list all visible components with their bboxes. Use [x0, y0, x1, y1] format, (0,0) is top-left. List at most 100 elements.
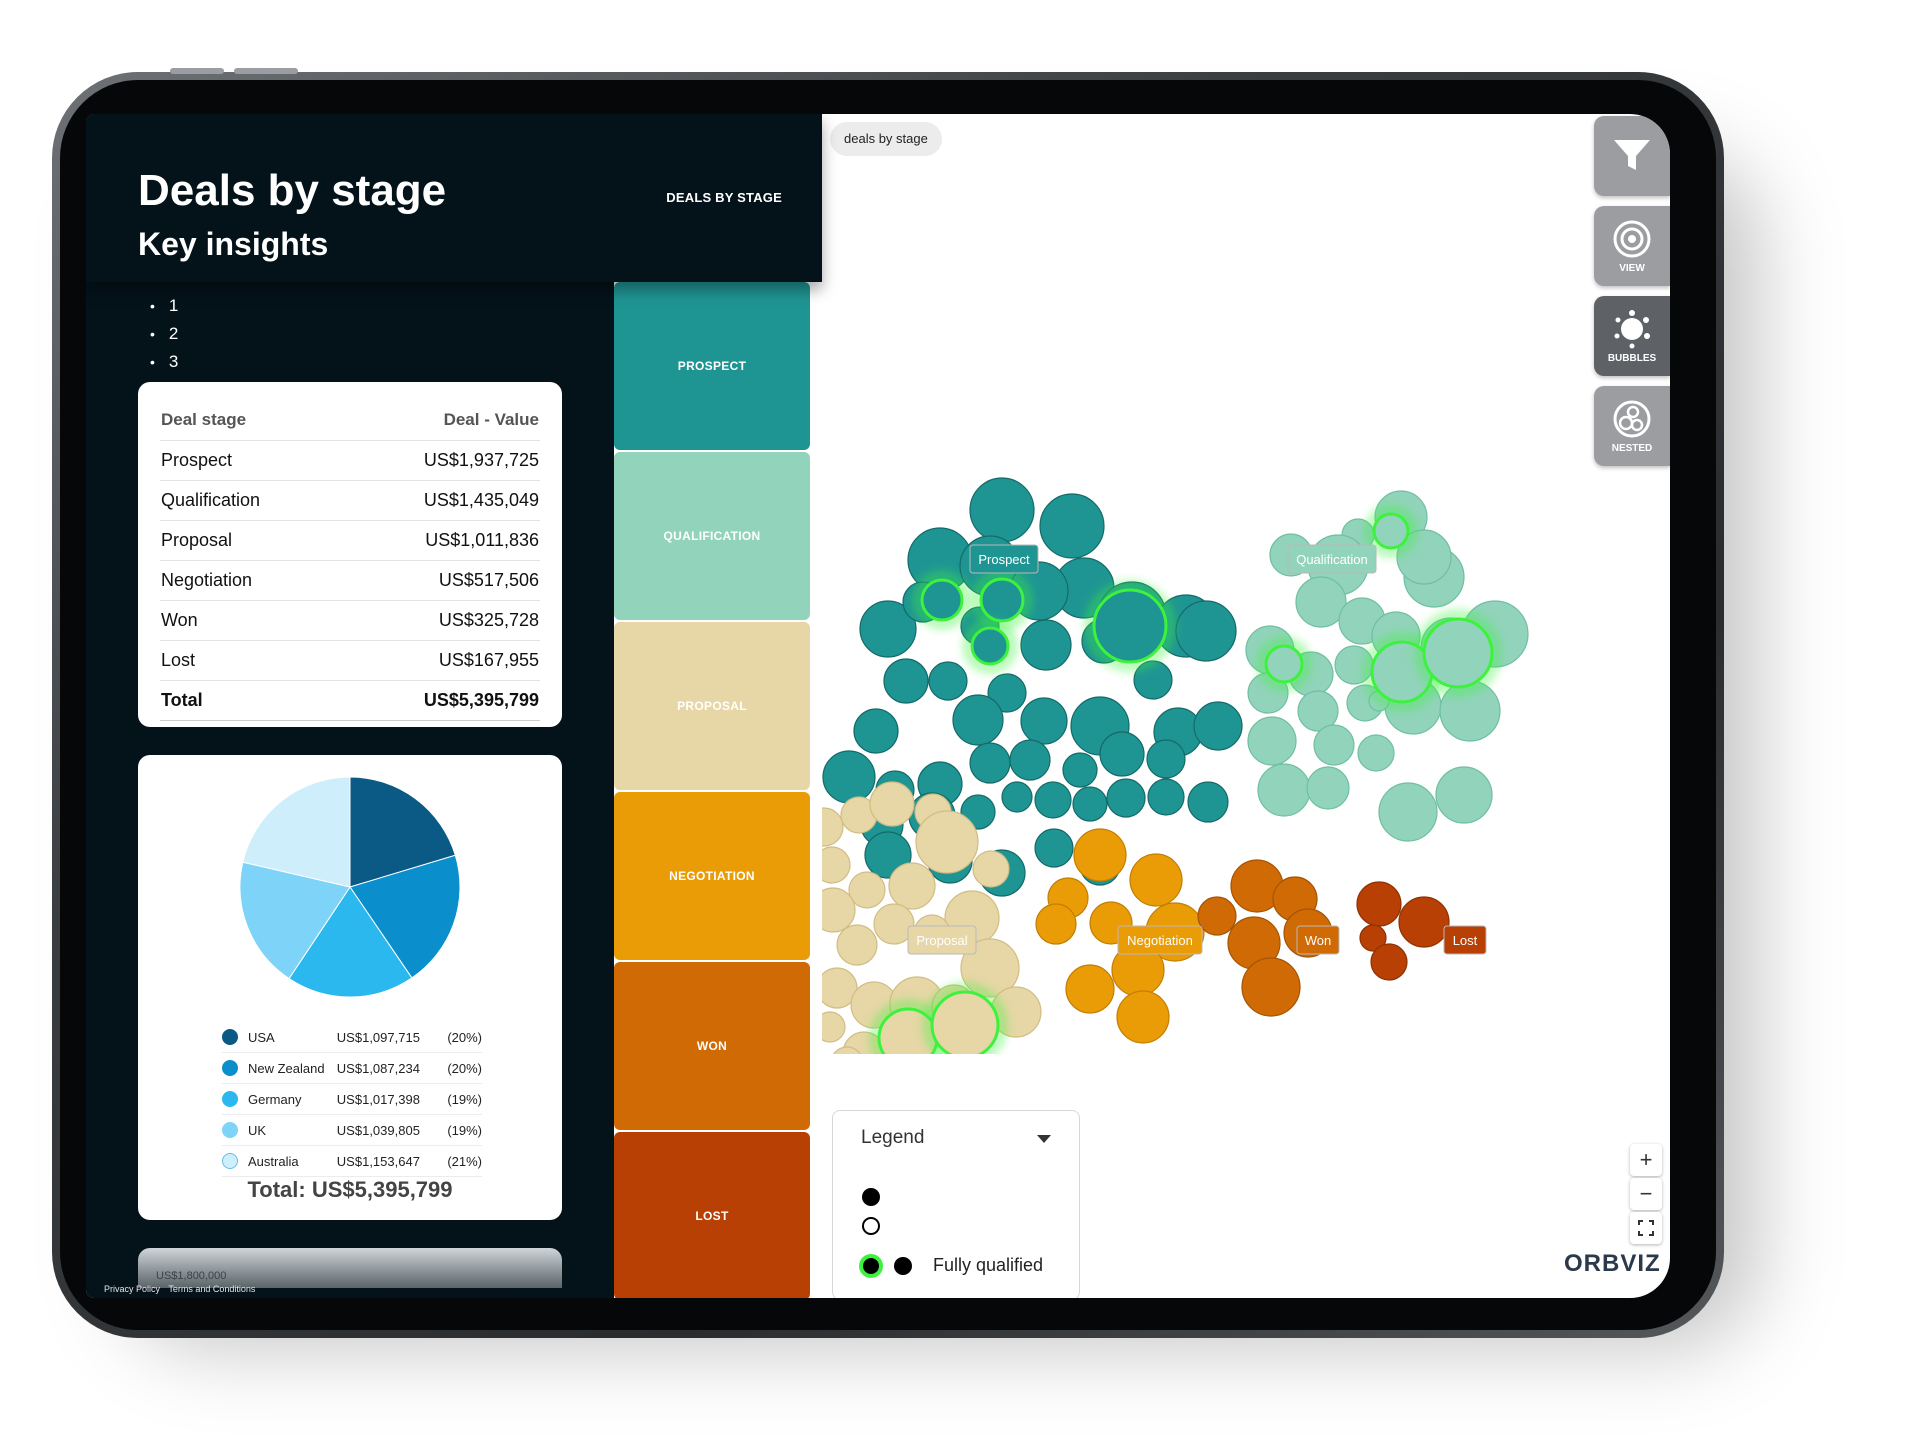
deal-bubble-qualification[interactable] — [1257, 763, 1311, 817]
stage-tab-negotiation[interactable]: NEGOTIATION — [614, 792, 810, 960]
deal-bubble-qualification[interactable] — [1297, 690, 1339, 732]
qualified-deal-bubble-proposal[interactable] — [930, 990, 1000, 1054]
deal-bubble-prospect[interactable] — [1147, 778, 1185, 816]
deal-bubble-qualification[interactable] — [1435, 766, 1493, 824]
deal-bubble-lost[interactable] — [1356, 881, 1402, 927]
pie-legend-row[interactable]: UK US$1,039,805 (19%) — [222, 1115, 482, 1146]
deal-bubble-proposal[interactable] — [822, 807, 844, 847]
qualified-deal-bubble-prospect[interactable] — [920, 578, 964, 622]
fullscreen-button[interactable] — [1630, 1212, 1662, 1244]
deal-bubble-prospect[interactable] — [1175, 600, 1237, 662]
deal-bubble-prospect[interactable] — [1187, 781, 1229, 823]
deal-bubble-proposal[interactable] — [836, 924, 878, 966]
filter-button[interactable] — [1594, 116, 1670, 196]
qualified-deal-bubble-qualification[interactable] — [1372, 512, 1410, 550]
deal-bubble-prospect[interactable] — [1020, 697, 1068, 745]
deal-bubble-prospect[interactable] — [1009, 739, 1051, 781]
deal-bubble-lost[interactable] — [1370, 943, 1408, 981]
pie-slice-usa[interactable] — [349, 776, 456, 888]
deal-bubble-prospect[interactable] — [969, 477, 1035, 543]
cluster-label-won[interactable]: Won — [1296, 925, 1340, 955]
terms-link[interactable]: Terms and Conditions — [168, 1284, 256, 1294]
deal-bubble-proposal[interactable] — [972, 850, 1010, 888]
zoom-out-button[interactable]: − — [1630, 1178, 1662, 1210]
deal-bubble-qualification[interactable] — [1295, 576, 1347, 628]
deal-bubble-proposal[interactable] — [822, 967, 858, 1009]
stage-tab-won[interactable]: WON — [614, 962, 810, 1130]
deal-bubble-prospect[interactable] — [969, 742, 1011, 784]
deal-bubble-proposal[interactable] — [915, 810, 979, 874]
breadcrumb-chip[interactable]: deals by stage — [830, 122, 942, 156]
nav-deals-by-stage[interactable]: DEALS BY STAGE — [666, 190, 782, 205]
deal-bubble-prospect[interactable] — [1020, 619, 1072, 671]
deal-bubble-proposal[interactable] — [888, 862, 936, 910]
pie-legend-row[interactable]: New Zealand US$1,087,234 (20%) — [222, 1053, 482, 1084]
deal-bubble-prospect[interactable] — [883, 658, 929, 704]
pie-legend-row[interactable]: Australia US$1,153,647 (21%) — [222, 1146, 482, 1177]
pie-legend-row[interactable]: Germany US$1,017,398 (19%) — [222, 1084, 482, 1115]
deal-bubble-prospect[interactable] — [1193, 701, 1243, 751]
view-button[interactable]: VIEW — [1594, 206, 1670, 286]
deal-bubble-negotiation[interactable] — [1116, 990, 1170, 1044]
deal-bubble-prospect[interactable] — [853, 708, 899, 754]
deal-bubble-negotiation[interactable] — [1073, 828, 1127, 882]
cluster-label-proposal[interactable]: Proposal — [907, 925, 977, 955]
deal-bubble-prospect[interactable] — [1146, 739, 1186, 779]
qualified-deal-bubble-prospect[interactable] — [1092, 588, 1168, 664]
deal-bubble-proposal[interactable] — [873, 903, 915, 945]
qualified-deal-bubble-prospect[interactable] — [979, 577, 1025, 623]
deal-bubble-proposal[interactable] — [848, 871, 886, 909]
deal-bubble-prospect[interactable] — [1099, 731, 1145, 777]
deal-bubble-proposal[interactable] — [822, 1011, 846, 1043]
pie-slice-uk[interactable] — [239, 861, 351, 980]
deal-bubble-qualification[interactable] — [1247, 716, 1297, 766]
qualified-deal-bubble-qualification[interactable] — [1264, 644, 1304, 684]
deal-bubble-prospect[interactable] — [1062, 752, 1098, 788]
deal-bubble-qualification[interactable] — [1378, 782, 1438, 842]
deal-bubble-qualification[interactable] — [1306, 766, 1350, 810]
deal-bubble-prospect[interactable] — [952, 694, 1004, 746]
pie-legend-row[interactable]: USA US$1,097,715 (20%) — [222, 1022, 482, 1053]
pie-slice-germany[interactable] — [288, 886, 413, 998]
deal-bubble-qualification[interactable] — [1313, 724, 1355, 766]
pie-slice-new-zealand[interactable] — [349, 854, 461, 979]
nested-button[interactable]: NESTED — [1594, 386, 1670, 466]
deal-bubble-proposal[interactable] — [869, 781, 915, 827]
legend-toggle-icon[interactable] — [1037, 1135, 1051, 1143]
deal-bubble-won[interactable] — [1241, 957, 1301, 1017]
qualified-deal-bubble-qualification[interactable] — [1422, 617, 1494, 689]
bubbles-button[interactable]: BUBBLES — [1594, 296, 1670, 376]
deal-bubble-qualification[interactable] — [1357, 734, 1395, 772]
deal-bubble-prospect[interactable] — [1106, 778, 1146, 818]
deal-bubble-lost[interactable] — [1359, 924, 1387, 952]
deal-bubble-prospect[interactable] — [1001, 781, 1033, 813]
stage-tab-prospect[interactable]: PROSPECT — [614, 282, 810, 450]
deal-bubble-lost[interactable] — [1398, 896, 1450, 948]
deal-bubble-won[interactable] — [1197, 896, 1237, 936]
privacy-link[interactable]: Privacy Policy — [104, 1284, 161, 1294]
deal-bubble-proposal[interactable] — [822, 887, 856, 933]
stage-tab-lost[interactable]: LOST — [614, 1132, 810, 1298]
deal-bubble-prospect[interactable] — [1034, 781, 1072, 819]
cluster-label-prospect[interactable]: Prospect — [969, 544, 1039, 574]
deal-bubble-negotiation[interactable] — [1129, 853, 1183, 907]
deal-bubble-prospect[interactable] — [1039, 493, 1105, 559]
stage-tab-qualification[interactable]: QUALIFICATION — [614, 452, 810, 620]
deal-bubble-proposal[interactable] — [831, 1046, 863, 1054]
deal-bubble-prospect[interactable] — [859, 600, 917, 658]
deal-bubble-negotiation[interactable] — [1065, 964, 1115, 1014]
stage-tab-proposal[interactable]: PROPOSAL — [614, 622, 810, 790]
deal-bubble-proposal[interactable] — [822, 846, 851, 884]
deal-bubble-prospect[interactable] — [1034, 828, 1074, 868]
cluster-label-lost[interactable]: Lost — [1443, 925, 1487, 955]
deal-bubble-negotiation[interactable] — [1035, 903, 1077, 945]
deal-bubble-prospect[interactable] — [1072, 786, 1108, 822]
cluster-label-qualification[interactable]: Qualification — [1287, 544, 1377, 574]
deal-bubble-prospect[interactable] — [987, 673, 1027, 713]
deal-bubble-prospect[interactable] — [822, 750, 876, 804]
cluster-label-negotiation[interactable]: Negotiation — [1117, 925, 1203, 955]
qualified-deal-bubble-prospect[interactable] — [970, 626, 1010, 666]
deal-bubble-prospect[interactable] — [928, 661, 968, 701]
pie-slice-australia[interactable] — [242, 776, 351, 888]
zoom-in-button[interactable]: + — [1630, 1144, 1662, 1176]
